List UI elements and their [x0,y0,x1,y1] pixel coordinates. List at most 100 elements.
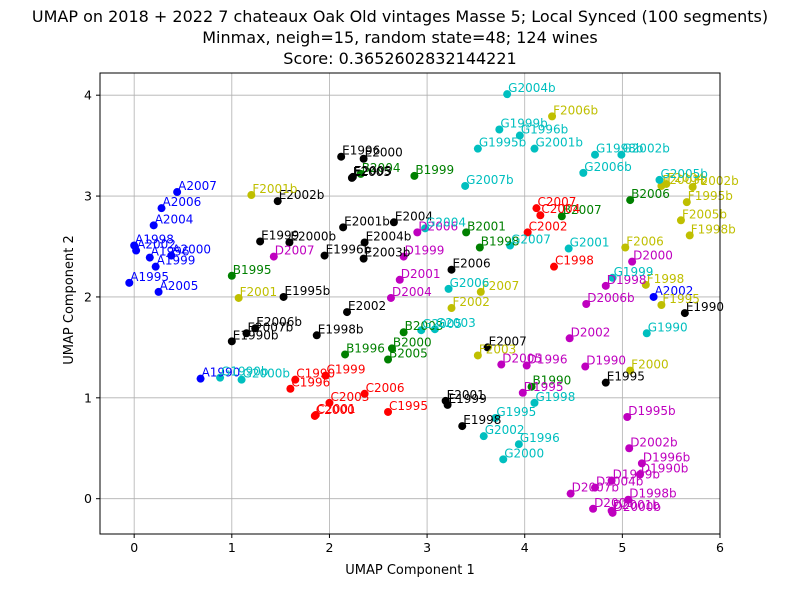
data-point [518,388,527,397]
data-point-label: A2002 [655,284,694,298]
data-point [337,152,346,161]
data-point-label: C1995 [389,399,428,413]
data-point-label: G2004 [426,215,466,229]
data-point [291,375,300,384]
data-point [589,504,598,513]
data-point [499,455,508,464]
data-point [321,371,330,380]
data-point [279,292,288,301]
data-point-label: B2006 [631,187,670,201]
data-point [399,252,408,261]
data-point-label: D1996 [528,353,568,367]
data-point-label: D1995 [524,380,564,394]
data-point [462,228,471,237]
data-point [216,373,225,382]
data-point-label: G2006b [584,160,631,174]
data-point [447,265,456,274]
data-point-label: A2005 [160,279,199,293]
data-point-label: F2006b [553,103,598,117]
y-tick-label: 0 [84,491,92,506]
data-point [608,508,617,517]
data-point-label: G2000 [504,446,544,460]
data-point [566,489,575,498]
data-point-label: A1990 [202,366,241,380]
data-point-label: G1990b [221,365,268,379]
data-point [601,281,610,290]
data-point-label: G1998b [596,142,643,156]
data-point [479,432,488,441]
data-point [617,150,626,159]
x-tick-label: 5 [618,540,626,555]
data-point-label: B1995 [233,263,272,277]
data-point-label: G1999 [614,265,654,279]
data-point [548,112,557,121]
data-point-label: C2000 [316,403,355,417]
data-point [389,218,398,227]
data-point-label: A2006 [163,195,202,209]
x-tick-label: 0 [130,540,138,555]
chart-title-line-2: Minmax, neigh=15, random state=48; 124 w… [202,28,597,47]
data-point [242,329,251,338]
chart-title: UMAP on 2018 + 2022 7 chateaux Oak Old v… [32,7,768,68]
data-point-label: E2006b [256,315,302,329]
data-point [273,197,282,206]
data-point [637,459,646,468]
data-point-label: E2004b [366,229,412,243]
data-point-label: E2006 [452,257,490,271]
data-point [360,238,369,247]
data-point [421,224,430,233]
data-point-label: F2007 [482,279,519,293]
data-point-label: A2004 [155,212,194,226]
data-point-label: A1995 [130,270,169,284]
data-point-label: E2003 [354,164,392,178]
data-point-label: B2007 [563,203,602,217]
data-point [591,483,600,492]
data-point-label: G1990 [648,320,688,334]
data-point-label: E1999 [449,392,487,406]
data-point-label: E2001 [447,388,485,402]
data-point [497,360,506,369]
data-point-label: E1990 [686,300,724,314]
data-point [157,204,166,213]
data-point-label: B1990 [533,374,572,388]
data-point [522,361,531,370]
data-point-label: G2005 [422,317,462,331]
data-point-label: A2002 [137,238,176,252]
data-point-label: B2005 [389,346,428,360]
data-point-label: F2003b [662,173,707,187]
x-tick-label: 3 [423,540,431,555]
data-point [657,181,666,190]
data-point [628,257,637,266]
data-point [173,188,182,197]
data-point-label: B2001 [467,219,506,233]
data-point [356,169,365,178]
data-point-label: G2005b [660,167,707,181]
x-axis-label: UMAP Component 1 [345,563,474,578]
data-point-label: D1998 [607,273,647,287]
data-point [565,334,574,343]
y-tick-label: 2 [84,289,92,304]
data-point [591,150,600,159]
data-point [608,273,617,282]
data-point [341,350,350,359]
data-point-label: F1995 [662,292,699,306]
data-point [626,366,635,375]
data-point [413,228,422,237]
data-point-label: G1996b [521,123,568,137]
data-point [642,329,651,338]
data-point [625,444,634,453]
data-point [530,398,539,407]
data-point [495,125,504,134]
data-point-label: E2007 [489,334,527,348]
data-point [237,375,246,384]
data-point-label: F2002b [694,174,739,188]
data-point-label: C2002 [529,219,568,233]
data-point-label: D2007 [275,244,315,258]
data-point-label: G2001 [570,236,610,250]
data-point [685,231,694,240]
data-point-label: F1998 [647,272,684,286]
data-point-label: E1998 [463,413,501,427]
data-point-label: D2001b [613,498,660,512]
data-point [506,241,515,250]
